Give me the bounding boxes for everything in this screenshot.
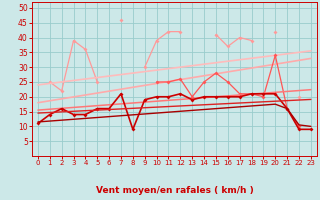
X-axis label: Vent moyen/en rafales ( km/h ): Vent moyen/en rafales ( km/h )	[96, 186, 253, 195]
